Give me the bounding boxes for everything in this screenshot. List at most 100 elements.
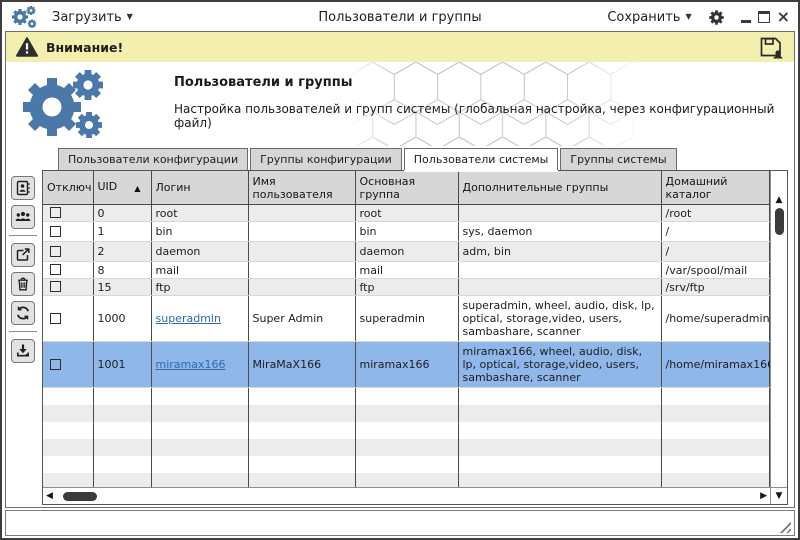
tab-users-system[interactable]: Пользователи системы xyxy=(403,148,559,170)
table-row[interactable]: 15 ftp ftp/srv/ftp xyxy=(43,278,770,296)
disable-checkbox[interactable] xyxy=(50,264,61,275)
table-cell xyxy=(43,295,94,342)
table-cell: root xyxy=(151,204,249,222)
chevron-down-icon: ▼ xyxy=(685,12,692,21)
disable-checkbox[interactable] xyxy=(50,358,61,370)
table-cell xyxy=(43,261,94,279)
refresh-button[interactable] xyxy=(11,300,35,325)
table-cell: sys, daemon xyxy=(458,221,662,242)
maximize-button[interactable] xyxy=(757,11,770,23)
scroll-down-icon[interactable]: ▼ xyxy=(775,490,783,501)
table-cell: root xyxy=(355,204,459,222)
table-cell: miramax166 xyxy=(151,341,249,388)
disable-checkbox[interactable] xyxy=(50,281,61,292)
resize-grip[interactable] xyxy=(777,519,791,533)
table-cell: 15 xyxy=(93,278,152,296)
scroll-up-icon[interactable]: ▲ xyxy=(775,195,783,205)
download-icon xyxy=(15,343,31,359)
title-bar: Загрузить ▼ Пользователи и группы Сохран… xyxy=(4,3,796,31)
table-cell xyxy=(43,241,94,262)
disable-checkbox[interactable] xyxy=(50,207,61,218)
table-cell: MiraMaX166 xyxy=(248,341,356,388)
chevron-down-icon: ▼ xyxy=(126,12,133,21)
import-button[interactable] xyxy=(11,338,35,363)
table-cell: Super Admin xyxy=(248,295,356,342)
login-link[interactable]: superadmin xyxy=(155,312,221,325)
empty-row xyxy=(43,421,770,439)
table-cell: adm, bin xyxy=(458,241,662,262)
table-cell xyxy=(458,278,662,296)
table-cell xyxy=(43,341,94,388)
tab-users-config[interactable]: Пользователи конфигурации xyxy=(58,148,249,170)
settings-gear-icon[interactable] xyxy=(708,9,725,26)
status-bar xyxy=(5,510,795,536)
disable-checkbox[interactable] xyxy=(50,312,61,324)
warning-text: Внимание! xyxy=(46,39,124,55)
table-cell: miramax166, wheel, audio, disk, lp, opti… xyxy=(458,341,662,388)
table-cell: mail xyxy=(355,261,459,279)
minimize-button[interactable] xyxy=(740,12,751,23)
table-cell: /home/miramax166 xyxy=(661,341,770,388)
table-row[interactable]: 1000 superadmin Super Admin superadmin super… xyxy=(43,295,770,342)
table-row[interactable]: 1001 miramax166 MiraMaX166 miramax166 mirama… xyxy=(43,341,770,388)
save-label: Сохранить xyxy=(607,9,681,25)
scroll-right-icon[interactable]: ▶ xyxy=(760,490,767,501)
table-cell xyxy=(248,221,356,242)
add-group-button[interactable] xyxy=(11,204,35,229)
table-cell: 1000 xyxy=(93,295,152,342)
table-row[interactable]: 8 mail mail/var/spool/mail xyxy=(43,261,770,279)
table-cell: 0 xyxy=(93,204,152,222)
horizontal-scroll-thumb[interactable] xyxy=(62,491,97,501)
close-button[interactable]: × xyxy=(776,7,790,26)
save-file-user-icon[interactable] xyxy=(759,35,784,59)
tab-groups-system[interactable]: Группы системы xyxy=(560,148,677,170)
table-cell: bin xyxy=(355,221,459,242)
column-header[interactable]: Отключ xyxy=(43,171,94,205)
table-header-row: Отключ ▲ UID Логин Имя пользователя Основная … xyxy=(43,171,770,205)
table-cell: superadmin, wheel, audio, disk, lp, opti… xyxy=(458,295,662,342)
page-subtitle: Настройка пользователей и групп системы … xyxy=(174,102,775,130)
table-cell: mail xyxy=(151,261,249,279)
column-header[interactable]: ▲ UID xyxy=(93,171,152,205)
column-header-label: Имя пользователя xyxy=(252,174,333,201)
table-cell: 1001 xyxy=(93,341,152,388)
vertical-scrollbar[interactable]: ▲ xyxy=(770,171,787,487)
add-user-button[interactable] xyxy=(11,175,35,200)
table-cell: daemon xyxy=(151,241,249,262)
users-table-panel: Отключ ▲ UID Логин Имя пользователя Основная … xyxy=(42,170,788,505)
load-dropdown-button[interactable]: Загрузить ▼ xyxy=(46,8,139,27)
column-header[interactable]: Дополнительные группы xyxy=(458,171,662,205)
login-link[interactable]: miramax166 xyxy=(155,358,226,371)
scrollbar-corner[interactable]: ▼ xyxy=(770,487,787,504)
disable-checkbox[interactable] xyxy=(50,225,61,237)
export-button[interactable] xyxy=(11,242,35,267)
table-row[interactable]: 2 daemon daemon adm, bin / xyxy=(43,241,770,262)
export-icon xyxy=(15,247,31,263)
horizontal-scrollbar[interactable]: ◀ ▶ xyxy=(43,487,770,504)
column-header[interactable]: Логин xyxy=(151,171,249,205)
tab-groups-config[interactable]: Группы конфигурации xyxy=(250,148,402,170)
table-row[interactable]: 0 root root/root xyxy=(43,204,770,222)
toolbar-separator xyxy=(9,331,37,332)
scroll-left-icon[interactable]: ◀ xyxy=(46,490,53,501)
save-dropdown-button[interactable]: Сохранить ▼ xyxy=(601,8,697,27)
delete-button[interactable] xyxy=(11,271,35,296)
table-cell xyxy=(43,221,94,242)
table-cell xyxy=(458,204,662,222)
table-cell xyxy=(248,261,356,279)
table-row[interactable]: 1 bin bin sys, daemon / xyxy=(43,221,770,242)
load-label: Загрузить xyxy=(52,9,122,25)
table-cell: ftp xyxy=(355,278,459,296)
table-cell xyxy=(43,204,94,222)
table-cell: daemon xyxy=(355,241,459,262)
table-cell: 2 xyxy=(93,241,152,262)
vertical-scroll-thumb[interactable] xyxy=(774,208,784,235)
column-header[interactable]: Основная группа xyxy=(355,171,459,205)
table-cell: miramax166 xyxy=(355,341,459,388)
column-header[interactable]: Имя пользователя xyxy=(248,171,356,205)
disable-checkbox[interactable] xyxy=(50,245,61,257)
column-header-label: Основная группа xyxy=(359,174,416,201)
column-header[interactable]: Домашний каталог xyxy=(661,171,770,205)
table-cell xyxy=(248,204,356,222)
